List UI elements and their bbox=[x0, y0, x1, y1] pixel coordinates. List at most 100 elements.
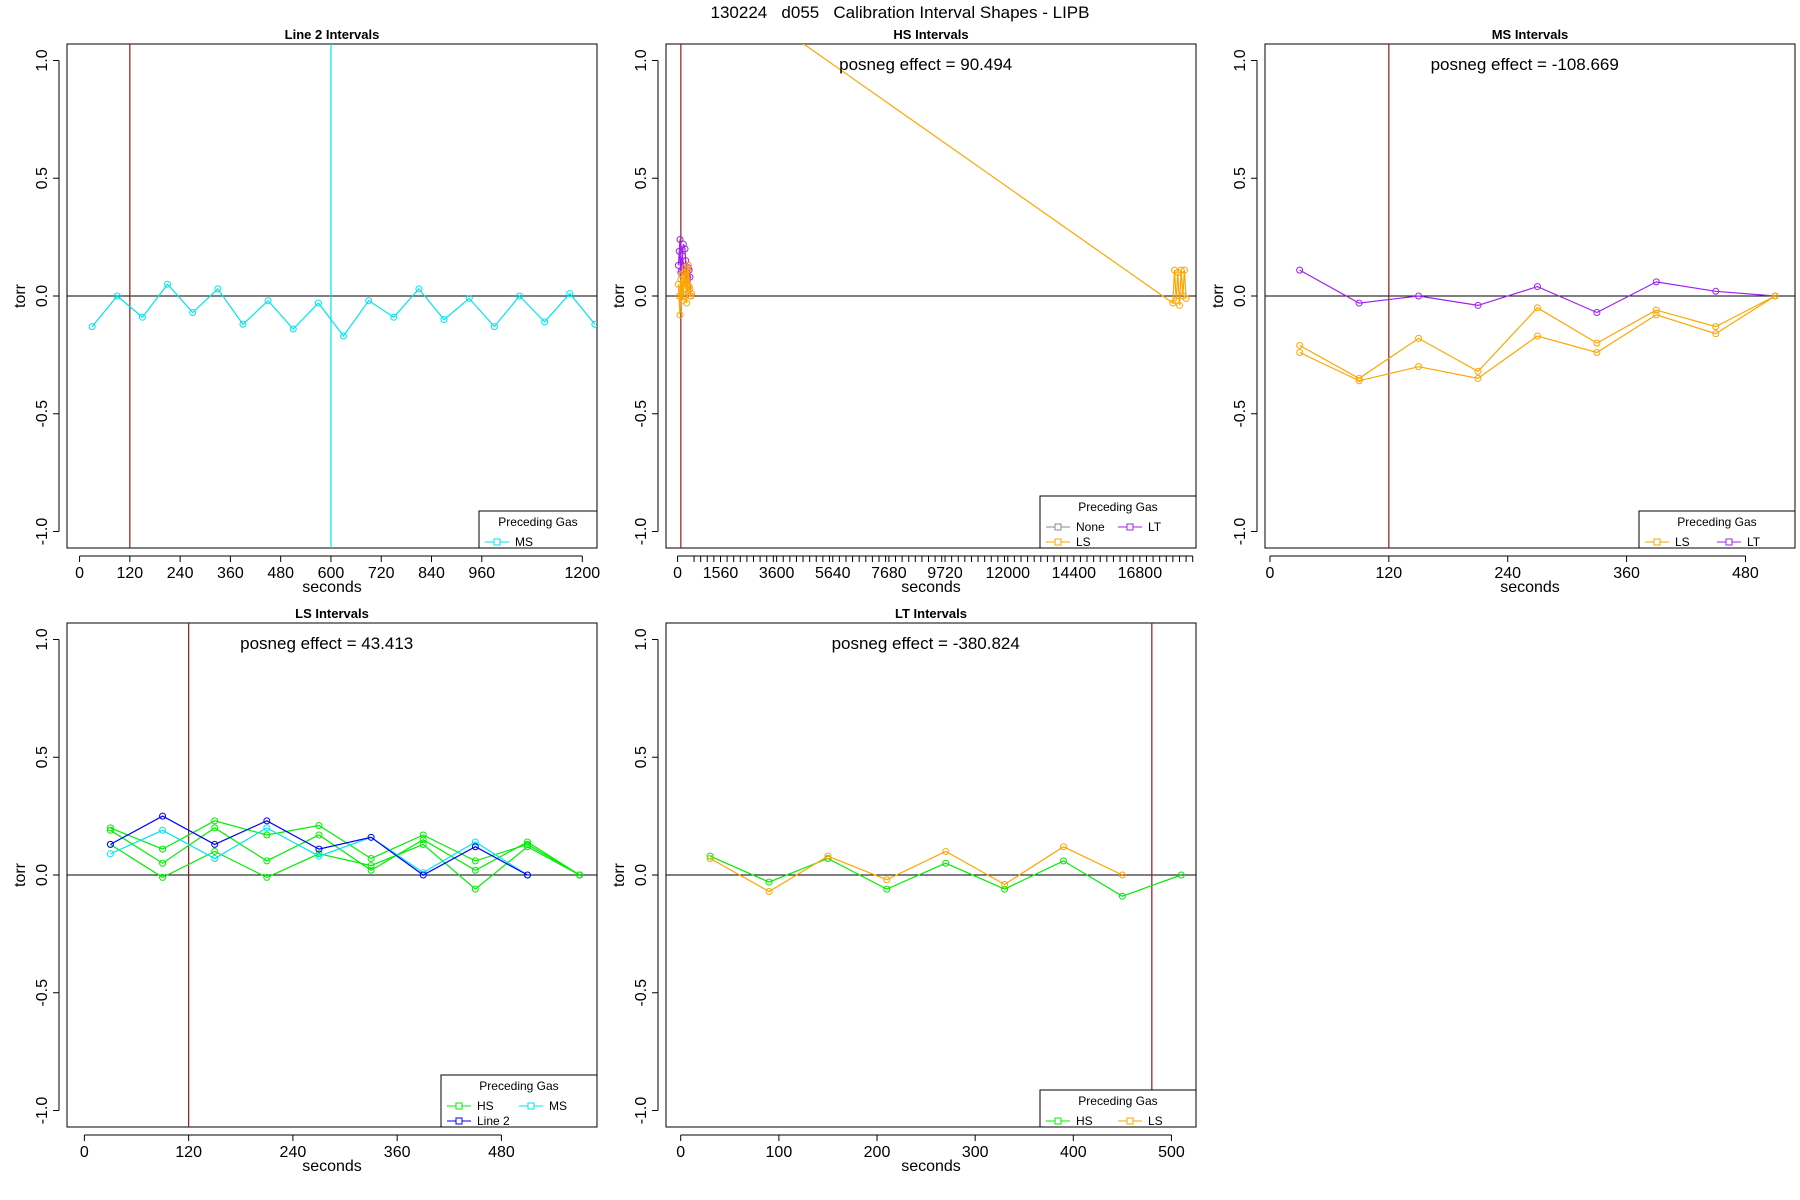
data-point bbox=[515, 292, 523, 300]
y-tick-label: 1.0 bbox=[34, 628, 51, 650]
data-point bbox=[419, 831, 427, 839]
data-point bbox=[367, 862, 375, 870]
data-point bbox=[942, 859, 950, 867]
legend-title: Preceding Gas bbox=[1677, 515, 1756, 529]
x-tick-label: 360 bbox=[384, 1144, 411, 1161]
data-point bbox=[471, 838, 479, 846]
data-point bbox=[1172, 297, 1180, 305]
legend-swatch-marker bbox=[527, 1102, 535, 1110]
legend-title: Preceding Gas bbox=[498, 515, 577, 529]
legend-entry-label: LS bbox=[1076, 535, 1091, 549]
data-point bbox=[883, 885, 891, 893]
data-point bbox=[1652, 278, 1660, 286]
data-point bbox=[679, 252, 687, 260]
x-tick-label: 0 bbox=[676, 1144, 685, 1161]
data-point bbox=[1712, 330, 1720, 338]
data-point bbox=[263, 817, 271, 825]
data-point bbox=[390, 313, 398, 321]
legend-entry-label: LS bbox=[1675, 535, 1690, 549]
data-point bbox=[315, 822, 323, 830]
legend-entry-label: LT bbox=[1747, 535, 1761, 549]
y-tick-label: 0.5 bbox=[1232, 167, 1249, 189]
legend-swatch-marker bbox=[455, 1117, 463, 1125]
data-point bbox=[1593, 339, 1601, 347]
y-axis-label: torr bbox=[611, 862, 628, 887]
legend-entry-label: LS bbox=[1148, 1114, 1163, 1128]
data-point bbox=[1355, 299, 1363, 307]
data-point bbox=[465, 294, 473, 302]
x-axis-label: seconds bbox=[302, 579, 362, 596]
x-tick-label: 720 bbox=[368, 565, 395, 582]
x-tick-label: 0 bbox=[80, 1144, 89, 1161]
y-tick-label: 1.0 bbox=[633, 628, 650, 650]
data-point bbox=[471, 866, 479, 874]
y-tick-label: -0.5 bbox=[633, 979, 650, 1007]
data-point bbox=[211, 817, 219, 825]
data-point bbox=[1296, 266, 1304, 274]
x-tick-label: 960 bbox=[468, 565, 495, 582]
legend-swatch-marker bbox=[1126, 523, 1134, 531]
data-point bbox=[415, 285, 423, 293]
data-point bbox=[765, 887, 773, 895]
data-point bbox=[106, 840, 114, 848]
chart-title: HS Intervals bbox=[893, 27, 968, 42]
legend: Preceding Gas HS LS bbox=[1039, 1089, 1197, 1128]
data-point bbox=[1175, 301, 1183, 309]
x-tick-label: 480 bbox=[1732, 565, 1759, 582]
y-tick-label: -0.5 bbox=[633, 400, 650, 428]
data-point bbox=[164, 280, 172, 288]
data-point bbox=[315, 852, 323, 860]
legend-entry-label: None bbox=[1076, 520, 1105, 534]
data-point bbox=[264, 297, 272, 305]
data-point bbox=[367, 833, 375, 841]
data-point bbox=[211, 855, 219, 863]
legend-title: Preceding Gas bbox=[479, 1079, 558, 1093]
data-point bbox=[419, 840, 427, 848]
data-point bbox=[263, 831, 271, 839]
data-point bbox=[211, 847, 219, 855]
data-point bbox=[1118, 892, 1126, 900]
data-point bbox=[684, 261, 692, 269]
data-point bbox=[471, 843, 479, 851]
data-point bbox=[1593, 308, 1601, 316]
y-tick-label: -1.0 bbox=[633, 1097, 650, 1125]
chart-title: Line 2 Intervals bbox=[285, 27, 380, 42]
y-tick-label: 0.5 bbox=[34, 746, 51, 768]
legend: Preceding Gas LS LT bbox=[1638, 510, 1796, 549]
chart-panel-1: Line 2 Intervals -1.0 -0.5 0.0 0.5 1.0 torr 0 12… bbox=[12, 27, 600, 596]
data-point bbox=[263, 857, 271, 865]
posneg-annotation: posneg effect = -108.669 bbox=[1431, 55, 1619, 74]
data-point bbox=[1177, 266, 1185, 274]
data-point bbox=[1060, 857, 1067, 865]
x-tick-label: 5640 bbox=[815, 565, 851, 582]
data-point bbox=[1652, 311, 1660, 319]
x-tick-label: 14400 bbox=[1052, 565, 1097, 582]
legend-swatch-marker bbox=[493, 538, 501, 546]
data-point bbox=[523, 871, 531, 879]
data-point bbox=[566, 290, 574, 298]
data-point bbox=[440, 316, 448, 324]
data-point bbox=[1652, 306, 1660, 314]
data-point bbox=[159, 826, 167, 834]
data-point bbox=[1296, 341, 1304, 349]
y-tick-label: 0.5 bbox=[34, 167, 51, 189]
x-tick-label: 0 bbox=[1266, 565, 1275, 582]
legend-entry-label: LT bbox=[1148, 520, 1162, 534]
series-line bbox=[709, 855, 1182, 897]
x-tick-label: 600 bbox=[318, 565, 345, 582]
data-point bbox=[263, 824, 271, 832]
chart-title: MS Intervals bbox=[1492, 27, 1569, 42]
plot-area bbox=[666, 623, 1196, 1127]
x-tick-label: 16800 bbox=[1118, 565, 1163, 582]
data-point bbox=[1415, 292, 1423, 300]
legend: Preceding Gas MS bbox=[478, 510, 598, 549]
data-point bbox=[211, 824, 219, 832]
plot-area bbox=[666, 44, 1196, 548]
data-point bbox=[675, 292, 683, 300]
legend-swatch-marker bbox=[1725, 538, 1733, 546]
x-tick-label: 100 bbox=[766, 1144, 793, 1161]
x-tick-label: 120 bbox=[116, 565, 143, 582]
data-point bbox=[88, 323, 96, 331]
legend-title: Preceding Gas bbox=[1078, 1094, 1157, 1108]
series-line bbox=[110, 827, 528, 876]
